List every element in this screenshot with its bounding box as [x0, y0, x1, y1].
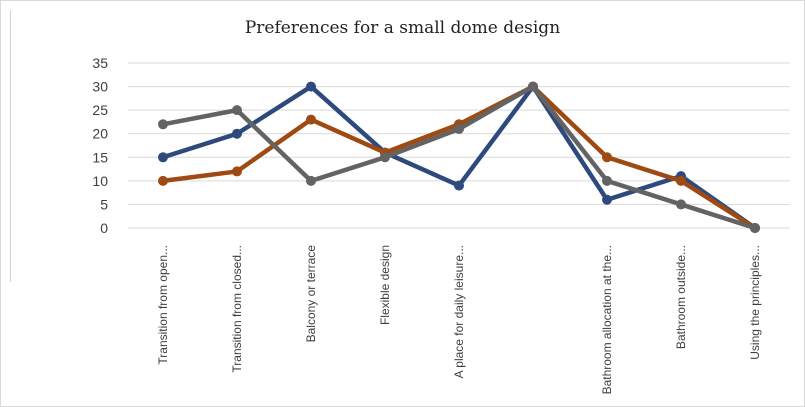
- x-tick-label: Bathroom outside...: [674, 245, 688, 349]
- series-3-point: [750, 223, 760, 233]
- x-tick-label: Flexible design: [378, 245, 392, 325]
- y-tick-label: 20: [92, 126, 108, 142]
- x-tick-label: Using the principles...: [748, 245, 762, 360]
- y-tick-label: 30: [92, 79, 108, 95]
- y-tick-label: 35: [92, 55, 108, 71]
- series-1-point: [454, 180, 464, 191]
- y-tick-label: 25: [92, 102, 108, 118]
- x-tick-label: Balcony or terrace: [304, 245, 318, 343]
- series-2-point: [158, 175, 168, 186]
- x-tick-label: Bathroom allocation at the...: [600, 245, 614, 394]
- series-2-point: [232, 166, 242, 177]
- series-3-point: [676, 199, 686, 210]
- series-3-point: [602, 175, 612, 186]
- y-tick-label: 15: [92, 149, 108, 165]
- series-lines: [158, 81, 760, 233]
- x-axis-tick-labels: Transition from open... Transition from c…: [156, 245, 762, 395]
- series-2-point: [306, 114, 316, 125]
- series-3-point: [158, 119, 168, 130]
- left-border-line: [10, 10, 11, 282]
- y-axis-tick-labels: 0 5 10 15 20 25 30 35: [92, 55, 108, 236]
- series-1-point: [232, 128, 242, 139]
- series-3-point: [454, 124, 464, 134]
- y-tick-label: 0: [100, 220, 108, 236]
- x-tick-label: Transition from closed...: [230, 245, 244, 373]
- chart-title: Preferences for a small dome design: [244, 18, 561, 38]
- gridlines: [128, 62, 790, 229]
- series-2-point: [676, 175, 686, 186]
- series-3-point: [528, 81, 538, 92]
- series-3-point: [232, 105, 242, 116]
- series-3-point: [306, 175, 316, 186]
- x-tick-label: A place for daily leisure...: [452, 245, 466, 378]
- series-1-point: [306, 81, 316, 92]
- x-tick-label: Transition from open...: [156, 245, 170, 365]
- series-3-point: [380, 152, 390, 163]
- y-tick-label: 5: [100, 196, 108, 212]
- series-1-point: [158, 152, 168, 163]
- series-1-point: [602, 194, 612, 205]
- y-tick-label: 10: [92, 173, 108, 189]
- series-2-point: [602, 152, 612, 163]
